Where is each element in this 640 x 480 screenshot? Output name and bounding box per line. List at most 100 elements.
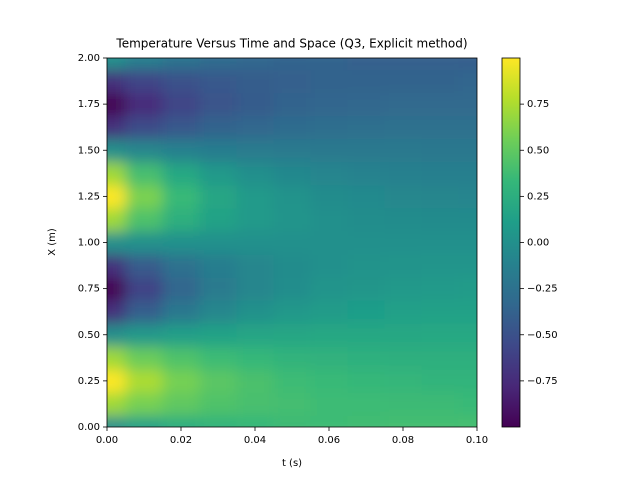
heatmap-cell [199,207,237,232]
heatmap-cell [458,277,477,301]
heatmap-cell [107,161,126,186]
heatmap-cell [125,184,163,209]
heatmap-cell [458,392,477,416]
heatmap-cell [162,58,200,71]
y-tick-label: 0.00 [78,422,100,433]
heatmap-cell [107,277,126,301]
heatmap-cell [125,369,163,393]
x-tick-label: 0.08 [392,435,414,446]
heatmap-cell [199,161,237,186]
heatmap-cell [384,415,422,427]
heatmap-cell [273,323,311,347]
heatmap-cell [107,184,126,209]
heatmap-cell [273,277,311,301]
heatmap-cell [384,207,422,232]
heatmap-cell [273,230,311,255]
heatmap-cell [458,230,477,255]
heatmap-cell [384,184,422,209]
heatmap-cell [125,300,163,324]
heatmap-cell [458,92,477,117]
heatmap-cell [236,369,274,393]
heatmap-cell [310,392,348,416]
x-tick-label: 0.00 [96,435,118,446]
heatmap-cell [162,92,200,117]
heatmap-cell [236,92,274,117]
heatmap-cell [107,207,126,232]
heatmap-cell [107,115,126,140]
heatmap-cell [310,207,348,232]
y-tick-label: 1.50 [78,145,100,156]
heatmap-cell [421,415,459,427]
heatmap-cell [421,392,459,416]
heatmap-cell [310,161,348,186]
heatmap-cell [384,161,422,186]
y-tick-label: 1.25 [78,191,100,202]
heatmap-cell [199,369,237,393]
heatmap-cell [458,184,477,209]
heatmap-cell [347,115,385,140]
heatmap-cell [310,369,348,393]
y-tick-label: 0.75 [78,284,100,295]
y-tick-label: 0.25 [78,376,100,387]
heatmap-cell [273,254,311,278]
heatmap-cell [347,161,385,186]
heatmap-cell [162,115,200,140]
heatmap-cell [199,346,237,370]
heatmap-cell [347,207,385,232]
heatmap-cell [236,415,274,427]
x-axis-label: t (s) [282,458,302,469]
heatmap-cell [384,115,422,140]
heatmap-cell [125,58,163,71]
heatmap-cell [162,69,200,94]
heatmap-cell [162,415,200,427]
heatmap-cell [384,138,422,163]
heatmap-cell [421,207,459,232]
heatmap-cell [236,58,274,71]
heatmap-cell [421,184,459,209]
heatmap-cell [458,415,477,427]
heatmap-cell [273,346,311,370]
heatmap-cell [162,277,200,301]
heatmap-cell [125,207,163,232]
heatmap-cell [310,230,348,255]
heatmap-cell [199,58,237,71]
heatmap-cell [421,346,459,370]
heatmap-cell [347,277,385,301]
heatmap-cell [125,161,163,186]
colorbar-tick-label: 0.75 [527,99,549,110]
heatmap-cell [310,138,348,163]
heatmap-cell [162,346,200,370]
heatmap-cell [199,254,237,278]
heatmap-cell [421,300,459,324]
heatmap-cell [347,346,385,370]
heatmap-cell [162,207,200,232]
heatmap-cell [236,277,274,301]
heatmap-cell [107,92,126,117]
heatmap-cell [384,392,422,416]
heatmap-cell [107,392,126,416]
heatmap-cell [236,161,274,186]
heatmap-cell [199,138,237,163]
heatmap-cell [107,415,126,427]
heatmap-cell [458,369,477,393]
heatmap-cell [162,369,200,393]
heatmap-cell [458,254,477,278]
x-tick-label: 0.06 [318,435,340,446]
heatmap-cell [273,92,311,117]
heatmap-cell [199,323,237,347]
heatmap-cell [236,115,274,140]
heatmap-cell [273,415,311,427]
heatmap-cell [162,230,200,255]
heatmap-cell [384,277,422,301]
heatmap-cell [310,277,348,301]
heatmap-cell [236,184,274,209]
heatmap-cell [347,69,385,94]
heatmap-cell [273,207,311,232]
heatmap-cell [310,92,348,117]
heatmap-cell [384,92,422,117]
heatmap-cell [347,230,385,255]
heatmap-cell [384,300,422,324]
heatmap-cell [199,415,237,427]
heatmap-cell [458,161,477,186]
heatmap-cell [236,207,274,232]
